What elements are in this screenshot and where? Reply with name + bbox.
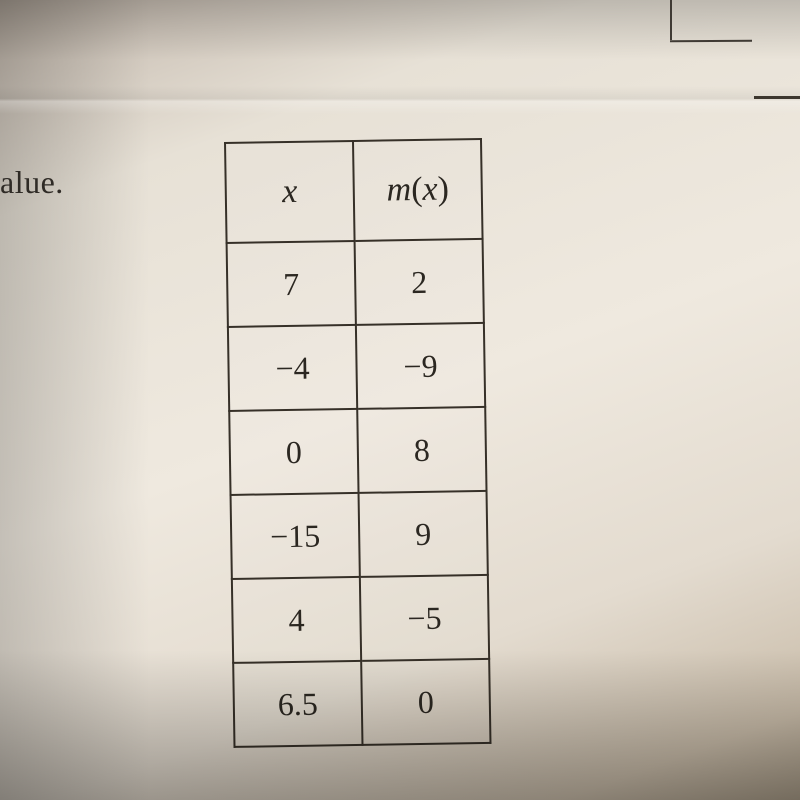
vignette-left (0, 0, 150, 800)
table-row: 4 −5 (232, 575, 489, 663)
table-row: 7 2 (227, 239, 484, 327)
cell-mx: 0 (361, 659, 490, 745)
partial-table-corner (670, 0, 754, 42)
table-header-row: x m(x) (225, 139, 483, 243)
mx-x: x (422, 171, 438, 208)
stray-dash (754, 96, 800, 99)
col-header-x: x (225, 141, 355, 243)
paper-crease (0, 86, 800, 114)
table-row: 0 8 (229, 407, 486, 495)
table-row: −4 −9 (228, 323, 485, 411)
cell-mx: 2 (355, 239, 484, 325)
col-header-mx: m(x) (353, 139, 483, 241)
cell-mx: 9 (359, 491, 488, 577)
mx-close-paren: ) (437, 170, 449, 207)
mx-open-paren: ( (411, 171, 423, 208)
function-table: x m(x) 7 2 −4 −9 0 8 −15 9 4 −5 6.5 0 (224, 138, 491, 748)
cell-x: 7 (227, 241, 356, 327)
cell-mx: −9 (356, 323, 485, 409)
cell-mx: 8 (357, 407, 486, 493)
cell-x: 4 (232, 577, 361, 663)
cell-mx: −5 (360, 575, 489, 661)
table-row: 6.5 0 (233, 659, 490, 747)
cell-x: −4 (228, 325, 357, 411)
cell-x: 0 (229, 409, 358, 495)
cutoff-word: alue. (0, 164, 64, 201)
mx-m: m (386, 171, 411, 208)
table-row: −15 9 (231, 491, 488, 579)
cell-x: −15 (231, 493, 360, 579)
cell-x: 6.5 (233, 661, 362, 747)
